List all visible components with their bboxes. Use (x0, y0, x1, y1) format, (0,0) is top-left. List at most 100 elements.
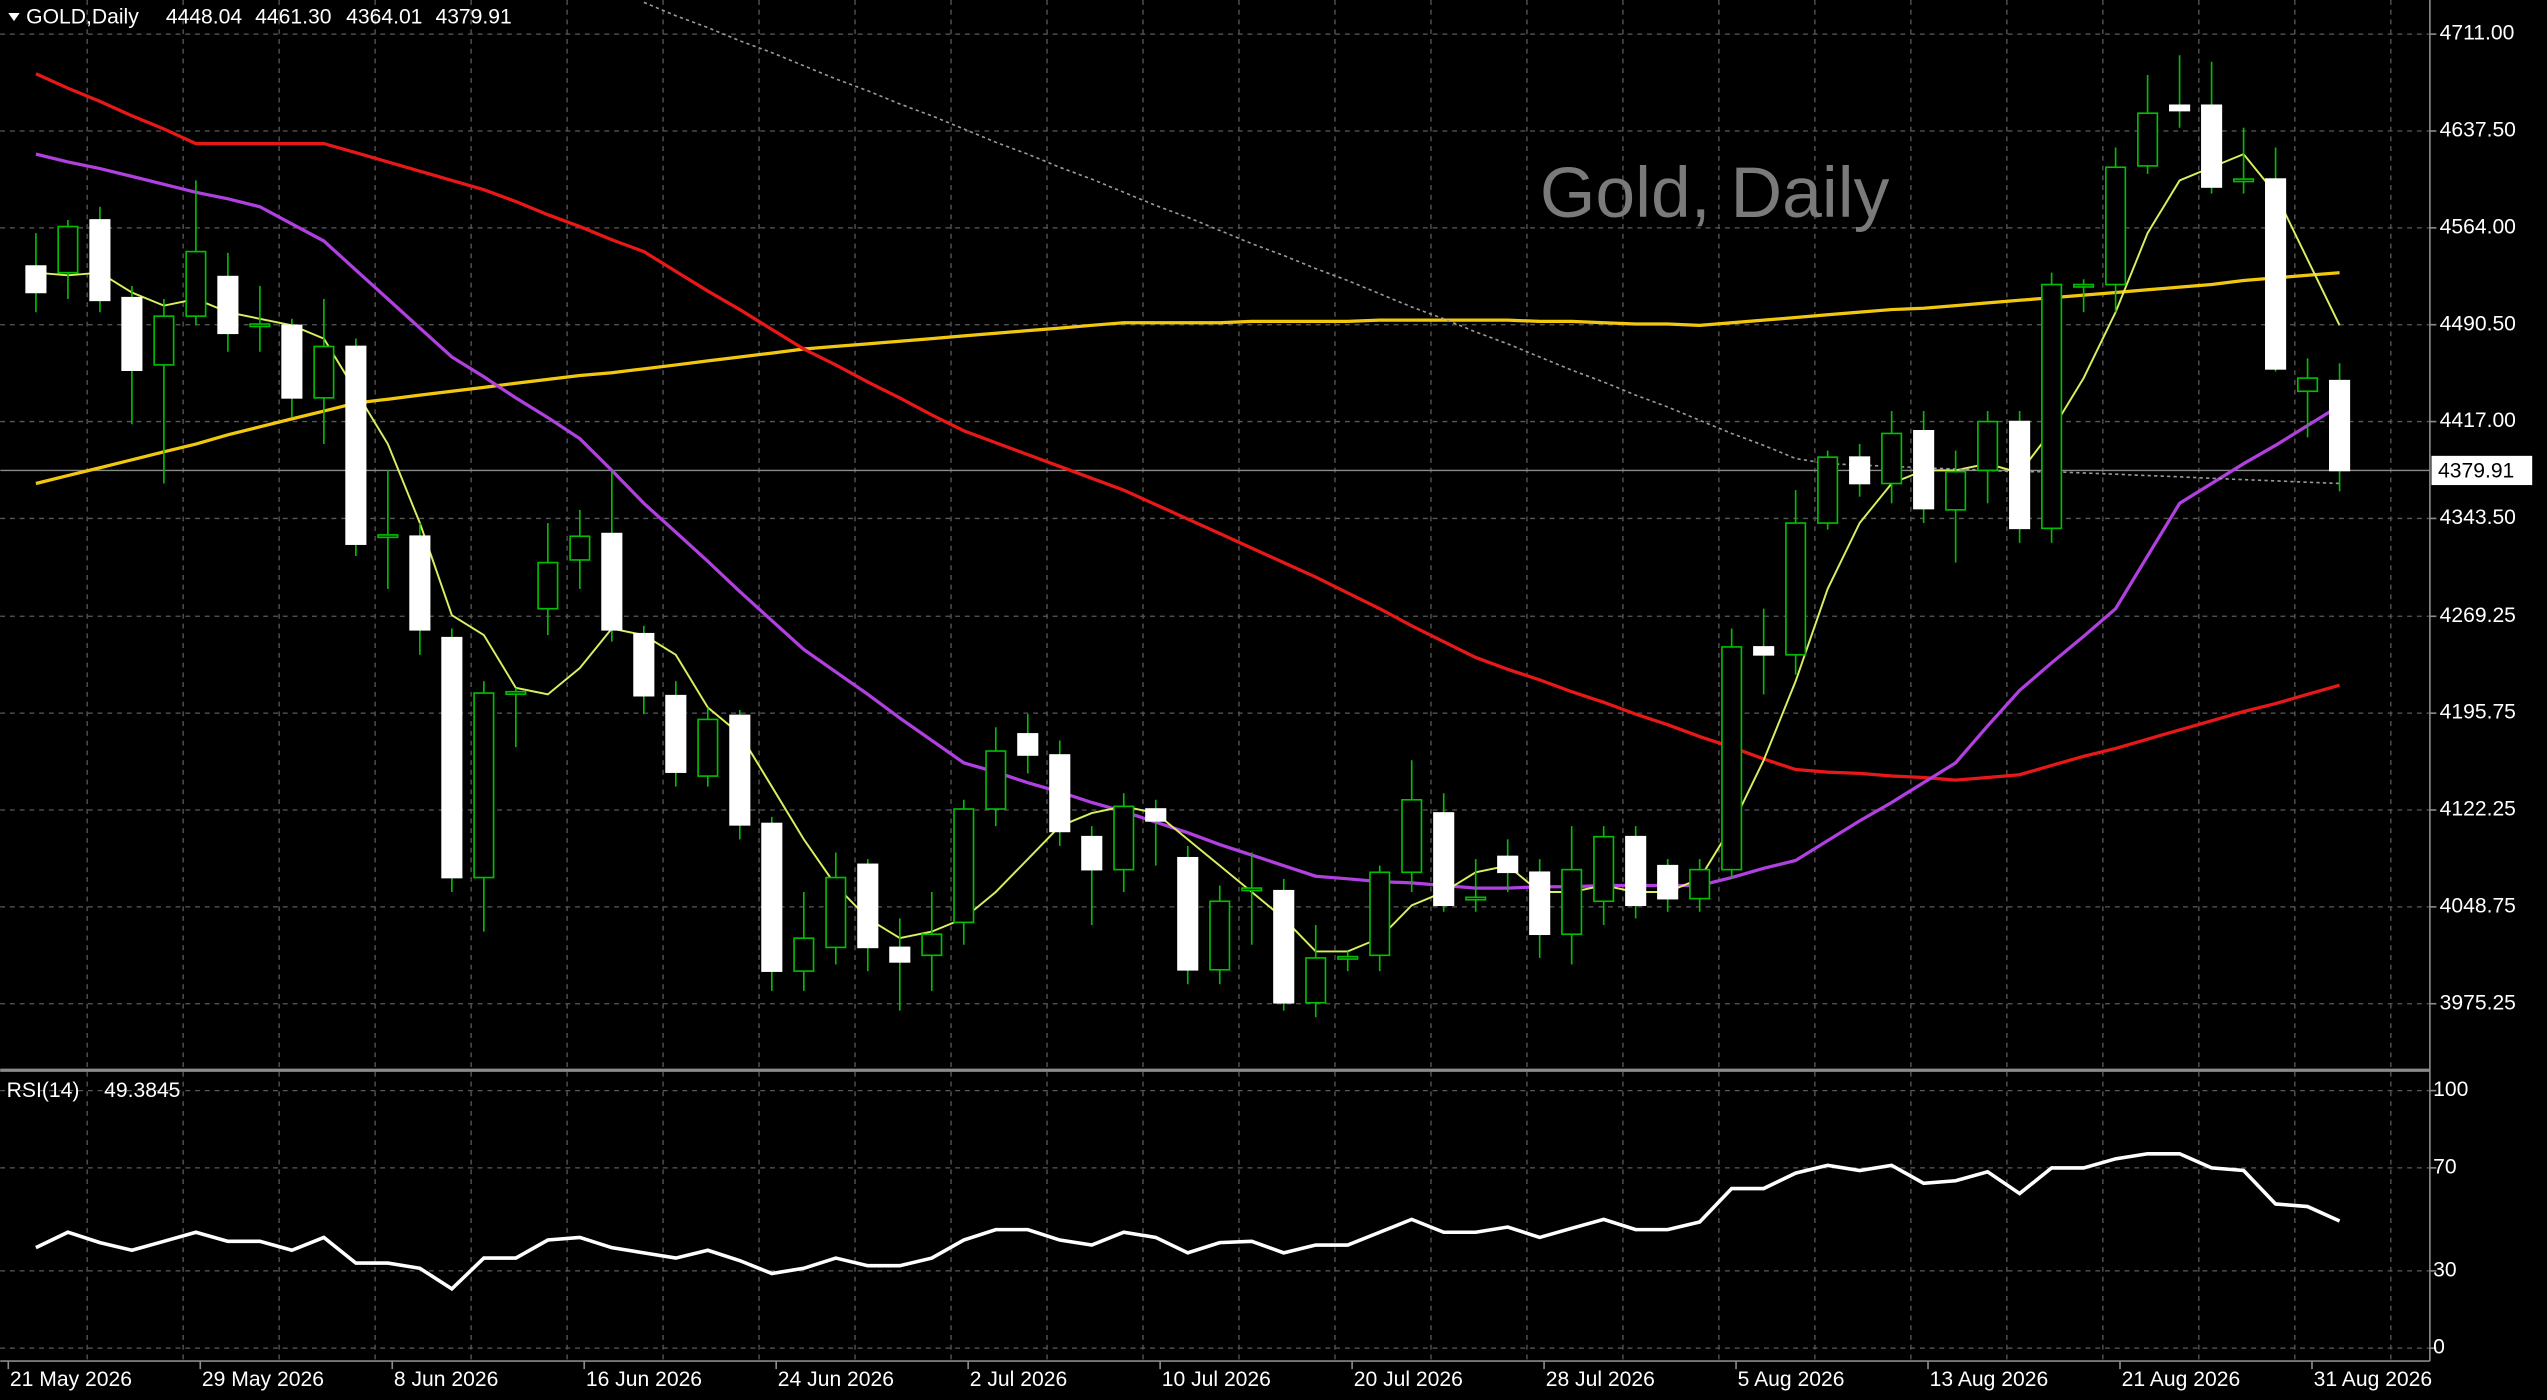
x-tick-label: 20 Jul 2026 (1354, 1368, 1463, 1391)
candle-body (1017, 733, 1039, 756)
candle-body (1881, 432, 1903, 485)
y-tick-label: 4637.50 (2440, 119, 2516, 142)
candle-body (697, 718, 719, 777)
y-tick-label: 4195.75 (2440, 701, 2516, 724)
candle-body (345, 345, 367, 545)
y-tick-label: 4122.25 (2440, 798, 2516, 821)
candle-body (2201, 104, 2223, 188)
moving-average (35, 271, 2340, 486)
candle-body (953, 808, 975, 924)
ohlc-low: 4364.01 (346, 5, 422, 28)
candle-body (281, 324, 303, 399)
x-tick-label: 31 Aug 2026 (2314, 1368, 2433, 1391)
candle-body (1113, 805, 1135, 871)
moving-average (35, 152, 2341, 890)
rsi-value: 49.3845 (104, 1079, 180, 1102)
candle-body (1977, 420, 1999, 472)
price-tag (2431, 455, 2533, 486)
candle-body (761, 822, 783, 972)
candle-body (57, 225, 79, 274)
ohlc-close: 4379.91 (435, 5, 511, 28)
candle-body (1209, 900, 1231, 971)
rsi-title: RSI(14) (7, 1079, 80, 1102)
candle-body (2009, 420, 2031, 530)
candle-body (1657, 864, 1679, 900)
y-tick-label: 70 (2433, 1155, 2456, 1178)
candle-body (2169, 104, 2191, 112)
candle-body (601, 532, 623, 631)
candle-body (441, 636, 463, 879)
candle-body (1369, 871, 1391, 957)
x-tick-label: 21 May 2026 (10, 1368, 132, 1391)
candle-body (2137, 112, 2159, 167)
rsi-line (35, 1151, 2341, 1292)
price-tag-label: 4379.91 (2438, 460, 2514, 483)
x-tick-label: 5 Aug 2026 (1738, 1368, 1845, 1391)
candle-body (1625, 835, 1647, 907)
rsi-panel (35, 1151, 2341, 1292)
menu-arrow[interactable] (8, 12, 20, 22)
candle-body (1401, 798, 1423, 874)
candle-body (89, 219, 111, 302)
candle-body (1081, 835, 1103, 871)
candle-body (313, 345, 335, 399)
y-tick-label: 30 (2433, 1258, 2456, 1281)
candle-body (1913, 429, 1935, 510)
candle-body (825, 876, 847, 949)
candle-body (121, 296, 143, 371)
candle-body (1273, 889, 1295, 1004)
candle-body (729, 714, 751, 826)
candle-body (185, 250, 207, 317)
candle-body (793, 937, 815, 972)
candle-body (2329, 379, 2351, 472)
y-tick-label: 4711.00 (2440, 22, 2515, 45)
candle-body (1465, 896, 1487, 901)
candle-body (537, 561, 559, 610)
candle-body (665, 694, 687, 773)
candle-body (2073, 283, 2095, 288)
y-tick-label: 4490.50 (2440, 312, 2516, 335)
candle-body (1593, 835, 1615, 903)
candle-body (1849, 456, 1871, 485)
candle-body (1817, 456, 1839, 524)
x-tick-label: 13 Aug 2026 (1930, 1368, 2049, 1391)
x-tick-label: 10 Jul 2026 (1162, 1368, 1271, 1391)
y-tick-label: 4048.75 (2440, 894, 2516, 917)
candle-body (473, 692, 495, 879)
candle-body (857, 863, 879, 949)
candle-body (1433, 812, 1455, 907)
candle-body (505, 690, 527, 695)
candle-body (377, 534, 399, 539)
candle-body (569, 535, 591, 561)
watermark: Gold, Daily (1540, 153, 1890, 233)
candle-body (633, 632, 655, 697)
candle-body (1305, 957, 1327, 1004)
x-tick-label: 28 Jul 2026 (1546, 1368, 1655, 1391)
y-tick-label: 4564.00 (2440, 215, 2516, 238)
y-tick-label: 3975.25 (2440, 991, 2516, 1014)
candle-body (409, 535, 431, 631)
candle-body (921, 933, 943, 957)
grid (0, 0, 2430, 1362)
ohlc-open: 4448.04 (166, 5, 243, 28)
price-panel (0, 1, 2430, 1018)
y-tick-label: 4417.00 (2440, 409, 2516, 432)
x-tick-label: 29 May 2026 (202, 1368, 324, 1391)
candle-body (217, 275, 239, 335)
candle-body (249, 323, 271, 328)
candle-body (25, 265, 47, 294)
candle-body (2233, 178, 2255, 183)
x-tick-label: 2 Jul 2026 (970, 1368, 1067, 1391)
y-tick-label: 4343.50 (2440, 506, 2516, 529)
candle-body (2265, 178, 2287, 370)
candle-body (2297, 377, 2319, 393)
candle-body (1529, 871, 1551, 936)
candle-body (1689, 868, 1711, 900)
candle-body (1337, 955, 1359, 960)
candle-body (1721, 646, 1743, 871)
symbol-label: GOLD,Daily (26, 5, 139, 28)
candle-body (1785, 522, 1807, 656)
